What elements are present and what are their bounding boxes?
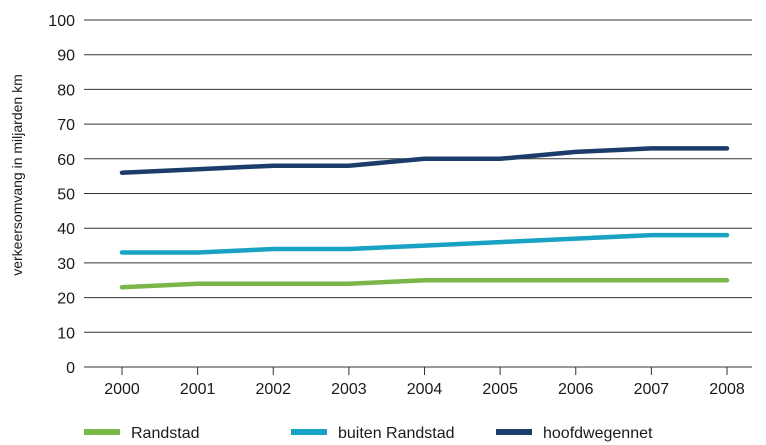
x-axis — [84, 366, 752, 375]
y-tick-label: 30 — [57, 256, 75, 273]
y-tick-label: 50 — [57, 187, 75, 204]
y-tick-label: 100 — [48, 13, 75, 30]
legend-label: buiten Randstad — [338, 425, 455, 442]
x-axis-tick-labels: 2000 2001 2002 2003 2004 2005 2006 2007 2008 — [104, 381, 745, 398]
y-tick-label: 80 — [57, 82, 75, 99]
y-tick-label: 40 — [57, 221, 75, 238]
x-tick-label: 2001 — [180, 381, 216, 398]
series-lines — [119, 146, 730, 290]
x-tick-label: 2002 — [255, 381, 291, 398]
series-line-randstad — [119, 278, 730, 290]
x-tick-label: 2003 — [331, 381, 367, 398]
series-line-buiten-randstad — [119, 232, 730, 255]
y-tick-label: 90 — [57, 48, 75, 65]
y-tick-label: 20 — [57, 291, 75, 308]
y-tick-label: 0 — [66, 360, 75, 377]
x-tick-label: 2000 — [104, 381, 140, 398]
y-axis-tick-labels: 0 10 20 30 40 50 60 70 80 90 100 — [48, 13, 75, 377]
y-axis-label: verkeersomvang in miljarden km — [9, 74, 25, 276]
series-line-hoofdwegennet — [119, 146, 730, 175]
x-tick-label: 2006 — [558, 381, 594, 398]
y-tick-label: 60 — [57, 152, 75, 169]
legend: Randstad buiten Randstad hoofdwegennet — [84, 425, 653, 442]
x-tick-label: 2005 — [482, 381, 518, 398]
x-tick-label: 2004 — [407, 381, 443, 398]
legend-label: hoofdwegennet — [543, 425, 653, 442]
x-tick-label: 2008 — [709, 381, 745, 398]
x-tick-label: 2007 — [634, 381, 670, 398]
y-tick-label: 70 — [57, 117, 75, 134]
legend-label: Randstad — [131, 425, 200, 442]
y-tick-label: 10 — [57, 325, 75, 342]
